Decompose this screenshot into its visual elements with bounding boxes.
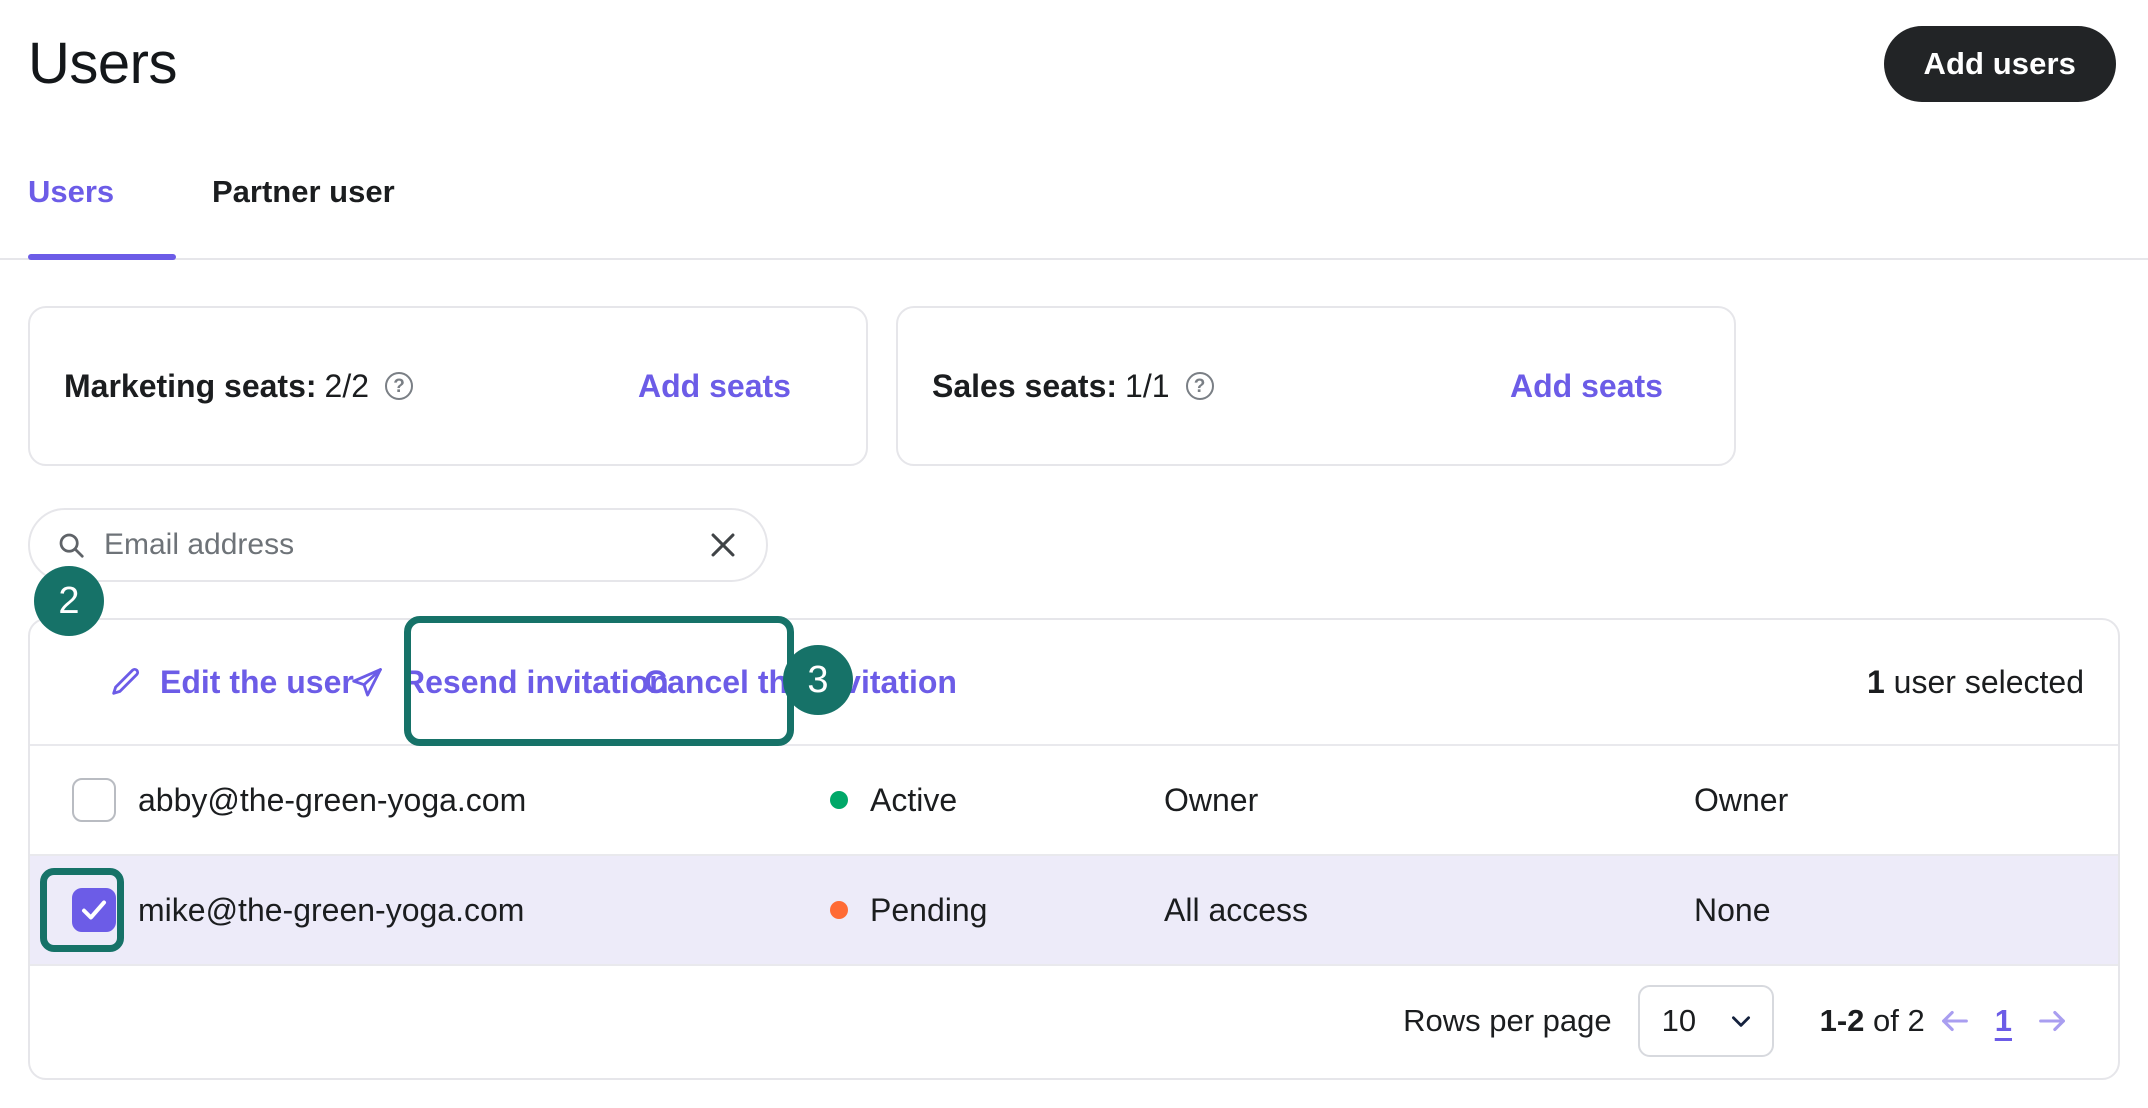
- search-box[interactable]: [28, 508, 768, 582]
- sales-seats-label: Sales seats: 1/1 ?: [932, 368, 1214, 405]
- row-checkbox[interactable]: [72, 778, 116, 822]
- row-access: All access: [1164, 891, 1309, 928]
- rows-per-page-value: 10: [1661, 1003, 1697, 1038]
- row-email: mike@the-green-yoga.com: [138, 891, 525, 928]
- status-dot-icon: [830, 901, 848, 919]
- status-dot-icon: [830, 791, 848, 809]
- row-email: abby@the-green-yoga.com: [138, 781, 527, 818]
- tab-partner-user[interactable]: Partner user: [212, 168, 395, 260]
- arrow-left-icon: [1941, 1010, 1968, 1032]
- page-title: Users: [28, 31, 177, 96]
- row-access: Owner: [1164, 781, 1259, 818]
- resend-invitation-button[interactable]: Resend invitation: [350, 664, 669, 701]
- add-users-button[interactable]: Add users: [1883, 26, 2116, 102]
- row-status: Pending: [830, 892, 987, 929]
- marketing-seats-label: Marketing seats: 2/2 ?: [64, 367, 414, 405]
- arrow-right-icon: [2039, 1010, 2065, 1032]
- resend-invitation-label: Resend invitation: [402, 663, 669, 700]
- search-input[interactable]: [104, 528, 706, 562]
- selected-count-text: user selected: [1884, 663, 2084, 700]
- pagination-prev-button[interactable]: [1925, 991, 1985, 1051]
- pagination-range: 1-2 of 2: [1820, 1003, 1925, 1039]
- sales-seats-card: Sales seats: 1/1 ? Add seats: [896, 306, 1736, 466]
- pagination-range-rest: of 2: [1864, 1003, 1925, 1038]
- row-role: Owner: [1694, 781, 1789, 818]
- row-status-label: Pending: [870, 891, 988, 928]
- row-checkbox[interactable]: [72, 888, 116, 932]
- pagination-next-button[interactable]: [2022, 991, 2082, 1051]
- send-icon: [352, 668, 382, 697]
- close-icon[interactable]: [706, 528, 740, 562]
- marketing-seats-card: Marketing seats: 2/2 ? Add seats: [28, 306, 868, 466]
- pagination: Rows per page 10 1-2 of 2 1: [30, 966, 2118, 1076]
- rows-per-page-select[interactable]: 10: [1637, 985, 1774, 1057]
- pagination-page-1[interactable]: 1: [1994, 1003, 2012, 1038]
- tab-users[interactable]: Users: [28, 168, 114, 260]
- row-status: Active: [830, 782, 957, 819]
- pagination-range-bold: 1-2: [1819, 1003, 1865, 1038]
- table-row[interactable]: abby@the-green-yoga.com Active Owner Own…: [30, 746, 2118, 856]
- tab-active-indicator: [28, 254, 176, 260]
- annotation-badge-3: 3: [783, 645, 853, 715]
- pencil-icon: [112, 667, 140, 695]
- annotation-badge-2: 2: [34, 566, 104, 636]
- marketing-seats-count: 2/2: [324, 367, 370, 404]
- search-icon: [59, 533, 84, 558]
- row-role: None: [1694, 891, 1771, 928]
- sales-seats-text: Sales seats:: [932, 367, 1118, 404]
- help-circle-icon[interactable]: ?: [1185, 372, 1214, 400]
- tab-bar: Users Partner user: [0, 168, 2148, 260]
- users-table-card: Edit the user Resend invitation Cancel t…: [28, 618, 2120, 1080]
- selected-count-number: 1: [1866, 663, 1885, 700]
- row-checkbox-cell[interactable]: [72, 888, 116, 932]
- bulk-action-bar: Edit the user Resend invitation Cancel t…: [30, 620, 2118, 746]
- selected-count: 1 user selected: [1867, 664, 2084, 701]
- rows-per-page-label: Rows per page: [1403, 1003, 1612, 1038]
- row-status-label: Active: [870, 781, 958, 818]
- check-icon: [82, 900, 106, 920]
- marketing-add-seats-button[interactable]: Add seats: [638, 367, 791, 404]
- row-checkbox-cell[interactable]: [72, 778, 116, 822]
- edit-the-user-label: Edit the user: [160, 663, 354, 700]
- sales-add-seats-button[interactable]: Add seats: [1510, 367, 1663, 404]
- help-circle-icon[interactable]: ?: [385, 372, 414, 400]
- table-row[interactable]: mike@the-green-yoga.com Pending All acce…: [30, 856, 2118, 966]
- edit-the-user-button[interactable]: Edit the user: [108, 664, 354, 701]
- sales-seats-count: 1/1: [1125, 367, 1170, 404]
- chevron-down-icon: [1731, 1016, 1750, 1027]
- marketing-seats-text: Marketing seats:: [64, 367, 317, 404]
